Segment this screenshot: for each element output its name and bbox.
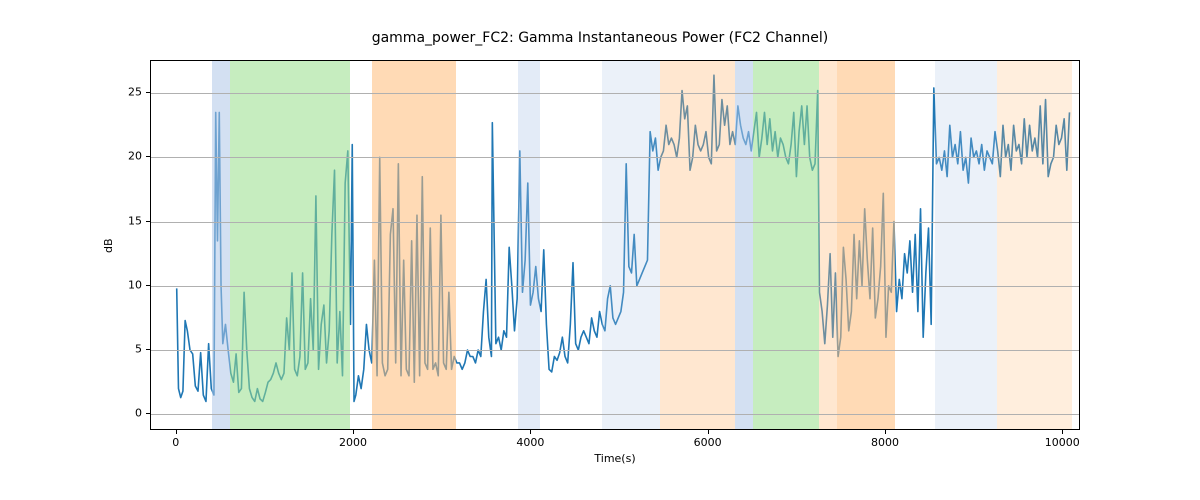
figure: gamma_power_FC2: Gamma Instantaneous Pow… (0, 0, 1200, 500)
background-band (819, 61, 837, 429)
x-tick (885, 430, 886, 434)
background-band (837, 61, 895, 429)
y-tick-label: 25 (122, 86, 142, 99)
plot-area (150, 60, 1080, 430)
y-tick (146, 349, 150, 350)
y-tick (146, 413, 150, 414)
x-tick-label: 8000 (871, 436, 899, 449)
y-axis-label: dB (102, 238, 115, 253)
chart-title: gamma_power_FC2: Gamma Instantaneous Pow… (0, 30, 1200, 46)
background-band (660, 61, 735, 429)
background-band (735, 61, 753, 429)
x-axis-label: Time(s) (594, 452, 635, 465)
y-tick-label: 5 (122, 343, 142, 356)
background-band (935, 61, 997, 429)
x-tick (530, 430, 531, 434)
background-band (372, 61, 456, 429)
x-tick (176, 430, 177, 434)
y-tick-label: 15 (122, 214, 142, 227)
y-tick-label: 20 (122, 150, 142, 163)
background-band (230, 61, 350, 429)
x-tick-label: 4000 (516, 436, 544, 449)
x-tick (1062, 430, 1063, 434)
background-band (753, 61, 819, 429)
x-tick-label: 0 (172, 436, 179, 449)
gridline (151, 414, 1079, 415)
gridline (151, 157, 1079, 158)
x-tick-label: 6000 (694, 436, 722, 449)
x-tick (708, 430, 709, 434)
background-band (518, 61, 540, 429)
gridline (151, 350, 1079, 351)
gridline (151, 286, 1079, 287)
y-tick (146, 156, 150, 157)
background-band (997, 61, 1072, 429)
x-tick (353, 430, 354, 434)
y-tick (146, 221, 150, 222)
x-tick-label: 2000 (339, 436, 367, 449)
y-tick-label: 10 (122, 278, 142, 291)
y-tick (146, 92, 150, 93)
y-tick-label: 0 (122, 407, 142, 420)
gridline (151, 222, 1079, 223)
background-band (212, 61, 230, 429)
x-tick-label: 10000 (1045, 436, 1080, 449)
y-tick (146, 285, 150, 286)
gridline (151, 93, 1079, 94)
background-band (602, 61, 660, 429)
